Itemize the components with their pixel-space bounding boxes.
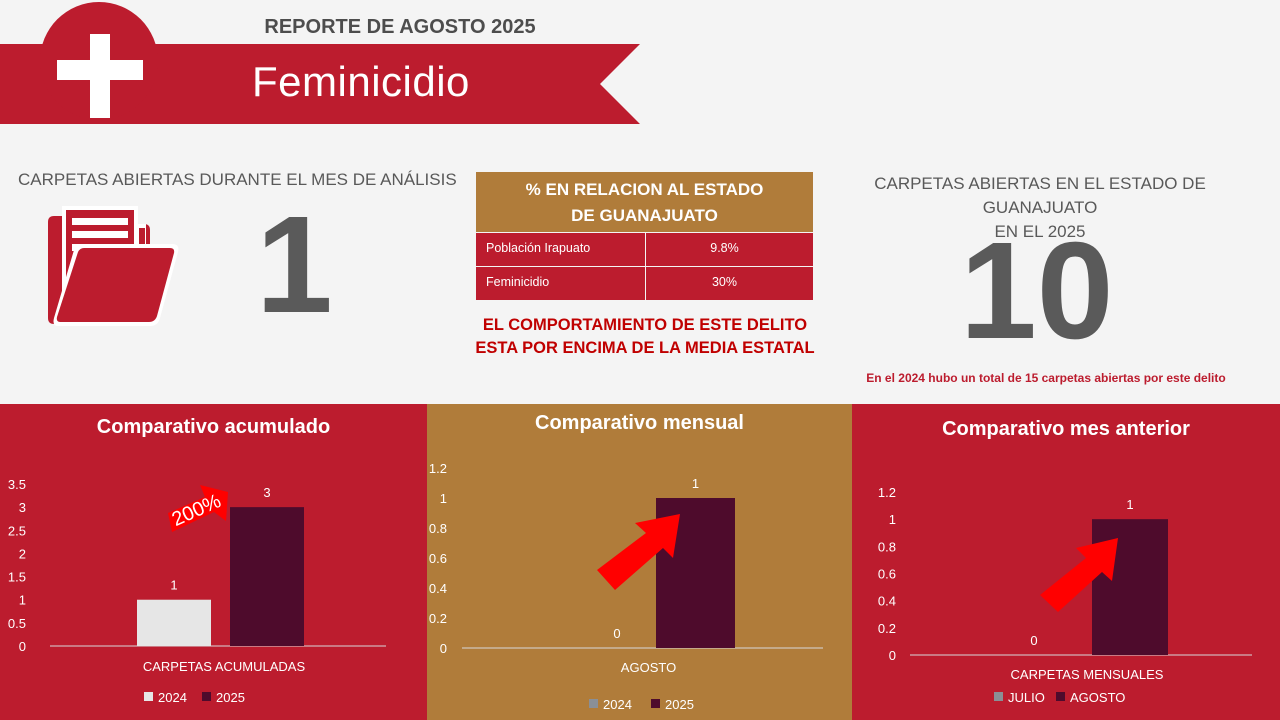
chart-panel-acumulado: Comparativo acumulado 0 0.5 1 1.5 2 2.5 3 3.5 1 3… bbox=[0, 404, 427, 720]
legend-swatch bbox=[589, 699, 598, 708]
table-cell-label: Feminicidio bbox=[476, 267, 646, 300]
table-cell-value: 30% bbox=[711, 275, 738, 289]
kpi-left-value: 1 bbox=[256, 188, 333, 342]
cross-icon bbox=[40, 2, 158, 120]
y-tick-label: 1 bbox=[889, 512, 896, 527]
legend-swatch bbox=[994, 692, 1003, 701]
bar-2025 bbox=[230, 507, 304, 646]
kpi-left-title: CARPETAS ABIERTAS DURANTE EL MES DE ANÁL… bbox=[18, 170, 457, 189]
legend-entry: 2025 bbox=[665, 697, 694, 712]
y-tick-label: 0 bbox=[440, 641, 447, 656]
alert-line1: EL COMPORTAMIENTO DE ESTE DELITO bbox=[482, 316, 808, 334]
legend-entry: JULIO bbox=[1008, 690, 1045, 705]
data-label: 1 bbox=[692, 476, 699, 491]
y-tick-label: 3.5 bbox=[8, 477, 26, 492]
y-tick-label: 0.6 bbox=[878, 567, 896, 582]
legend-swatch bbox=[651, 699, 660, 708]
data-label: 3 bbox=[263, 485, 270, 500]
kpi-right-title: CARPETAS ABIERTAS EN EL ESTADO DE GUANAJ… bbox=[820, 172, 1260, 244]
table-row: Población Irapuato 9.8% bbox=[476, 233, 813, 266]
y-tick-label: 0.4 bbox=[878, 594, 896, 609]
y-tick-label: 0.6 bbox=[429, 551, 447, 566]
legend-swatch bbox=[144, 692, 153, 701]
chart-mensual: 0 0.2 0.4 0.6 0.8 1 1.2 0 1 AGOSTO 2024 2025 bbox=[429, 461, 823, 712]
y-tick-label: 0 bbox=[889, 648, 896, 663]
y-tick-label: 1.2 bbox=[429, 461, 447, 476]
y-tick-label: 3 bbox=[19, 500, 26, 515]
table-header-line2: DE GUANAJUATO bbox=[571, 206, 718, 225]
y-tick-label: 1 bbox=[19, 593, 26, 608]
category-label: AGOSTO bbox=[621, 660, 676, 675]
table-header-line1: % EN RELACION AL ESTADO bbox=[525, 180, 764, 199]
kpi-right-value: 10 bbox=[960, 214, 1114, 368]
legend-swatch bbox=[1056, 692, 1065, 701]
chart-title: Comparativo mensual bbox=[535, 412, 744, 434]
crime-title: Feminicidio bbox=[252, 58, 470, 105]
report-title: REPORTE DE AGOSTO 2025 bbox=[264, 16, 536, 38]
table-cell-value: 9.8% bbox=[710, 241, 739, 255]
y-tick-label: 0.8 bbox=[878, 539, 896, 554]
y-tick-label: 0.8 bbox=[429, 521, 447, 536]
legend-entry: 2024 bbox=[603, 697, 632, 712]
category-label: CARPETAS MENSUALES bbox=[1011, 667, 1164, 682]
alert-line2: ESTA POR ENCIMA DE LA MEDIA ESTATAL bbox=[475, 339, 815, 357]
y-tick-label: 0.2 bbox=[878, 621, 896, 636]
alert-text: EL COMPORTAMIENTO DE ESTE DELITO ESTA PO… bbox=[460, 314, 830, 360]
data-label: 0 bbox=[1030, 633, 1037, 648]
y-tick-label: 0.5 bbox=[8, 616, 26, 631]
chart-mes-anterior: 0 0.2 0.4 0.6 0.8 1 1.2 0 1 CARPETAS MENSUALES JUL… bbox=[878, 485, 1252, 705]
y-tick-label: 1.5 bbox=[8, 570, 26, 585]
data-label: 1 bbox=[170, 578, 177, 593]
kpi-right-title-line2: EN EL 2025 bbox=[994, 222, 1086, 241]
kpi-right-note: En el 2024 hubo un total de 15 carpetas … bbox=[866, 371, 1226, 385]
kpi-right-title-line1: CARPETAS ABIERTAS EN EL ESTADO DE GUANAJ… bbox=[874, 174, 1206, 217]
data-label: 0 bbox=[613, 626, 620, 641]
y-tick-label: 1.2 bbox=[878, 485, 896, 500]
legend-entry: AGOSTO bbox=[1070, 690, 1125, 705]
bar-2024 bbox=[137, 599, 211, 646]
arrow-icon bbox=[168, 485, 228, 532]
y-tick-label: 0.2 bbox=[429, 611, 447, 626]
y-tick-label: 2 bbox=[19, 546, 26, 561]
arrow-icon bbox=[597, 514, 680, 590]
legend-swatch bbox=[202, 692, 211, 701]
chart-title: Comparativo mes anterior bbox=[942, 418, 1190, 440]
chart-panel-mensual: Comparativo mensual 0 0.2 0.4 0.6 0.8 1 1.2 0 1 A… bbox=[427, 404, 852, 720]
y-tick-label: 1 bbox=[440, 491, 447, 506]
category-label: CARPETAS ACUMULADAS bbox=[143, 659, 306, 674]
ribbon-banner bbox=[0, 44, 640, 124]
y-tick-label: 2.5 bbox=[8, 523, 26, 538]
data-label: 1 bbox=[1126, 497, 1133, 512]
y-tick-label: 0.4 bbox=[429, 581, 447, 596]
arrow-icon bbox=[1040, 538, 1118, 612]
annotation-label: 200% bbox=[169, 490, 225, 531]
y-tick-label: 0 bbox=[19, 639, 26, 654]
bar-AGOSTO bbox=[1092, 519, 1168, 655]
table-cell-label: Población Irapuato bbox=[476, 233, 646, 266]
chart-acumulado: 0 0.5 1 1.5 2 2.5 3 3.5 1 3 CARPETAS ACUMULADAS 202… bbox=[8, 477, 386, 705]
chart-panel-mes-anterior: Comparativo mes anterior 0 0.2 0.4 0.6 0.8 1 1… bbox=[852, 404, 1280, 720]
table-row: Feminicidio 30% bbox=[476, 267, 813, 300]
chart-title: Comparativo acumulado bbox=[96, 416, 331, 438]
table-header: % EN RELACION AL ESTADO DE GUANAJUATO bbox=[476, 172, 813, 232]
folder-icon bbox=[48, 206, 179, 326]
legend-entry: 2024 bbox=[158, 690, 187, 705]
legend-entry: 2025 bbox=[216, 690, 245, 705]
